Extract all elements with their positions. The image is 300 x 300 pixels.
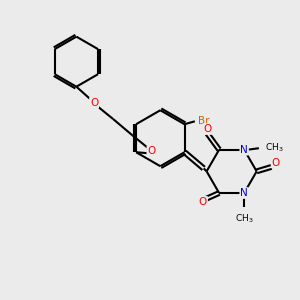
Text: N: N (240, 188, 248, 198)
Text: Br: Br (198, 116, 209, 126)
Text: CH$_3$: CH$_3$ (266, 142, 284, 155)
Text: O: O (90, 98, 98, 108)
Text: CH$_3$: CH$_3$ (235, 212, 254, 225)
Text: O: O (199, 197, 207, 207)
Text: O: O (203, 124, 212, 134)
Text: O: O (147, 146, 156, 157)
Text: N: N (240, 145, 248, 155)
Text: O: O (272, 158, 280, 167)
